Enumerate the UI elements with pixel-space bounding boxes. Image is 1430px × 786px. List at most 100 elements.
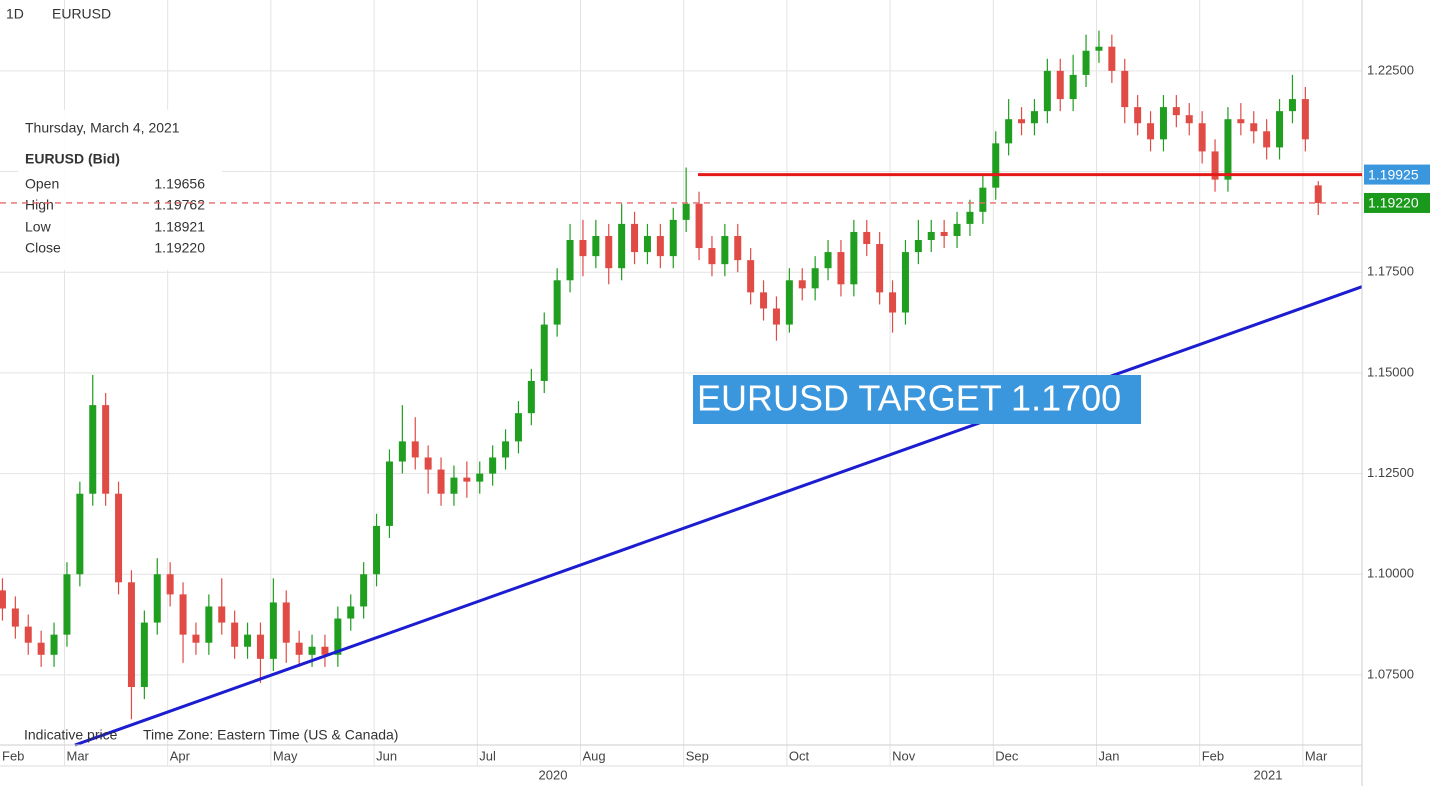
candle-body — [1159, 107, 1167, 140]
candle-body — [760, 292, 768, 309]
candle-body — [450, 477, 458, 494]
info-box: Thursday, March 4, 2021 EURUSD (Bid) Ope… — [18, 110, 222, 270]
candle-body — [489, 457, 497, 474]
candle-body — [192, 634, 200, 643]
candle-body — [476, 473, 484, 482]
candle-body — [424, 457, 432, 470]
candle-body — [682, 203, 690, 220]
candle-body — [0, 590, 6, 609]
candle-body — [24, 626, 32, 643]
candle-body — [772, 308, 780, 325]
candle-body — [1250, 123, 1258, 132]
x-tick-label: Jul — [479, 748, 496, 763]
x-tick-label: Jan — [1099, 748, 1120, 763]
candle-body — [11, 608, 19, 627]
year-label: 2021 — [1254, 767, 1283, 782]
candle-body — [282, 602, 290, 643]
price-badge — [1364, 192, 1430, 213]
candle-body — [901, 252, 909, 313]
footer-timezone: Time Zone: Eastern Time (US & Canada) — [143, 727, 398, 743]
candle-body — [553, 280, 561, 325]
candle-body — [837, 252, 845, 285]
candle-body — [1276, 111, 1284, 148]
candle-body — [127, 582, 135, 688]
info-label: Low — [25, 219, 52, 235]
candle-body — [373, 525, 381, 575]
candle-body — [747, 260, 755, 293]
x-tick-label: Oct — [789, 748, 810, 763]
candle-body — [1172, 107, 1180, 116]
candle-body — [1301, 99, 1309, 140]
candle-body — [63, 574, 71, 635]
candle-body — [927, 231, 935, 241]
candle-body — [1288, 99, 1296, 112]
candle-body — [656, 235, 664, 257]
candle-body — [605, 235, 613, 269]
candle-body — [1095, 46, 1103, 51]
candle-body — [721, 235, 729, 265]
candle-body — [914, 240, 922, 253]
candle-body — [411, 441, 419, 458]
candle-body — [89, 405, 97, 494]
candle-body — [527, 380, 535, 414]
candle-body — [218, 606, 226, 623]
plot — [0, 30, 1363, 747]
x-tick-label: Feb — [1202, 748, 1224, 763]
candle-body — [798, 280, 806, 289]
symbol: EURUSD — [52, 6, 111, 22]
candle-body — [347, 606, 355, 619]
candle-body — [360, 574, 368, 607]
candle-body — [140, 622, 148, 688]
y-tick-label: 1.10000 — [1367, 566, 1414, 581]
candle-body — [1147, 123, 1155, 140]
candle-body — [1069, 74, 1077, 100]
info-label: Close — [25, 240, 61, 256]
trend-line — [74, 285, 1363, 747]
x-tick-label: Sep — [686, 748, 709, 763]
candle-body — [966, 211, 974, 224]
candle-body — [398, 441, 406, 462]
x-tick-label: Aug — [583, 748, 606, 763]
candle-body — [244, 634, 252, 647]
x-tick-label: May — [273, 748, 298, 763]
candle-body — [1134, 107, 1142, 124]
x-tick-label: Dec — [995, 748, 1019, 763]
candle-body — [166, 574, 174, 595]
y-tick-label: 1.22500 — [1367, 62, 1414, 77]
x-tick-label: Mar — [1305, 748, 1328, 763]
candle-body — [940, 231, 948, 236]
candle-body — [308, 646, 316, 655]
candle-body — [1108, 46, 1116, 71]
candle-body — [669, 219, 677, 257]
info-label: Open — [25, 176, 59, 192]
candle-body — [205, 606, 213, 643]
y-tick-label: 1.15000 — [1367, 364, 1414, 379]
candle-body — [231, 622, 239, 647]
candle-body — [37, 642, 45, 655]
candle-body — [1314, 185, 1322, 203]
candle-body — [256, 634, 264, 659]
x-tick-label: Feb — [2, 748, 24, 763]
info-value: 1.19220 — [154, 240, 205, 256]
candle-body — [1005, 119, 1013, 144]
candle-body — [579, 240, 587, 257]
x-tick-label: Jun — [376, 748, 397, 763]
candle-body — [708, 248, 716, 265]
candle-body — [566, 240, 574, 281]
candle-body — [1185, 115, 1193, 124]
interval: 1D — [6, 6, 24, 22]
candle-body — [889, 292, 897, 313]
candle-body — [1263, 131, 1271, 148]
candle-body — [1056, 70, 1064, 100]
candle-body — [1018, 119, 1026, 124]
candle-body — [811, 268, 819, 289]
y-tick-label: 1.17500 — [1367, 264, 1414, 279]
candle-body — [1121, 70, 1129, 108]
candle-body — [850, 231, 858, 285]
candle-body — [1043, 70, 1051, 112]
candle-body — [1224, 119, 1232, 180]
info-background — [18, 110, 222, 270]
candle-body — [1030, 111, 1038, 124]
info-date: Thursday, March 4, 2021 — [25, 120, 180, 136]
